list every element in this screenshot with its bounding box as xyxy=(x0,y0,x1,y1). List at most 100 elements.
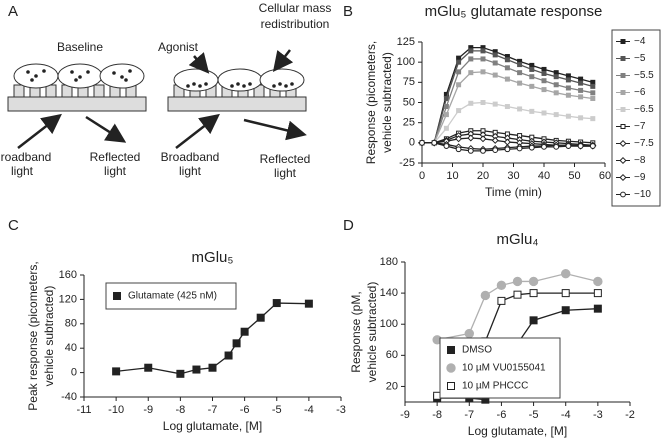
panel-label: C xyxy=(8,217,19,234)
chart-title: mGlu₅ xyxy=(192,249,234,266)
legend-box xyxy=(611,29,661,207)
diagram-label: light xyxy=(104,164,127,178)
x-tick-label: 50 xyxy=(568,170,580,182)
y-tick-label: 20 xyxy=(386,380,398,392)
marker xyxy=(112,367,121,376)
marker xyxy=(468,70,474,76)
legend-marker xyxy=(619,139,627,148)
y-tick-label: 180 xyxy=(380,256,398,268)
x-tick-label: 30 xyxy=(507,170,519,182)
x-tick-label: -2 xyxy=(625,409,635,421)
diagram-label: Reflected xyxy=(90,150,141,164)
legend-marker xyxy=(620,90,626,95)
marker xyxy=(512,276,523,287)
diagram-dots xyxy=(26,69,294,88)
marker xyxy=(541,70,547,76)
marker xyxy=(256,313,265,322)
y-tick-label: -25 xyxy=(399,157,415,169)
chart-title: mGlu₄ xyxy=(497,231,539,248)
marker xyxy=(492,147,499,153)
legend-marker xyxy=(619,173,627,182)
marker xyxy=(492,72,498,78)
legend-label: −8 xyxy=(634,155,646,166)
marker xyxy=(529,316,538,325)
diagram-label: Broadband xyxy=(161,150,220,164)
marker xyxy=(464,328,474,339)
marker xyxy=(496,280,507,291)
marker xyxy=(553,143,560,150)
y-axis-label: Peak response (picometers, xyxy=(26,261,40,410)
marker xyxy=(578,87,584,93)
marker xyxy=(528,276,539,287)
y-tick-label: 60 xyxy=(386,349,398,361)
marker xyxy=(528,144,535,151)
legend-marker xyxy=(447,382,455,390)
marker xyxy=(529,83,535,89)
marker xyxy=(492,52,498,58)
y-tick-label: 50 xyxy=(403,96,415,108)
legend-label: Glutamate (425 nM) xyxy=(128,291,217,302)
marker xyxy=(593,276,603,287)
marker xyxy=(504,104,510,110)
marker xyxy=(224,351,233,360)
marker xyxy=(553,74,559,80)
x-tick-label: -6 xyxy=(497,409,507,421)
legend-label: −4 xyxy=(634,36,646,47)
legend-label: −10 xyxy=(634,189,651,200)
marker xyxy=(479,135,487,143)
marker xyxy=(561,268,571,279)
marker xyxy=(456,59,462,65)
marker xyxy=(553,90,559,96)
x-axis-label: Time (min) xyxy=(485,185,542,199)
x-tick-label: -9 xyxy=(400,409,410,421)
marker xyxy=(468,56,474,62)
marker xyxy=(443,112,449,118)
marker xyxy=(529,289,538,298)
legend-label: DMSO xyxy=(462,345,492,356)
marker xyxy=(455,135,463,143)
marker xyxy=(480,69,486,75)
legend-marker xyxy=(620,56,626,61)
marker xyxy=(578,115,584,121)
marker xyxy=(480,56,486,62)
marker xyxy=(517,80,523,86)
marker xyxy=(443,104,449,110)
y-tick-label: 100 xyxy=(380,318,398,330)
legend-label: −5.5 xyxy=(634,70,654,81)
marker xyxy=(541,110,547,116)
legend-marker xyxy=(620,73,626,78)
marker xyxy=(517,70,523,76)
marker xyxy=(517,62,523,68)
marker xyxy=(468,100,474,106)
marker xyxy=(480,100,486,105)
marker xyxy=(578,80,584,86)
marker xyxy=(456,82,462,88)
legend-label: 10 µM PHCCC xyxy=(462,381,528,392)
y-tick-label: 140 xyxy=(380,287,398,299)
y-tick-label: 125 xyxy=(397,36,415,48)
legend-label: 10 µM VU0155041 xyxy=(462,363,546,374)
marker xyxy=(467,134,475,142)
diagram-arrows xyxy=(17,49,307,149)
legend-marker xyxy=(620,39,626,44)
marker xyxy=(208,363,217,372)
x-tick-label: -9 xyxy=(143,404,153,416)
marker xyxy=(431,139,438,146)
marker xyxy=(541,87,547,93)
marker xyxy=(240,327,249,336)
marker xyxy=(590,116,596,122)
marker xyxy=(517,106,523,112)
panel-label: B xyxy=(343,3,353,20)
marker xyxy=(565,77,571,83)
marker xyxy=(593,304,602,313)
x-tick-label: 60 xyxy=(599,170,611,182)
diagram xyxy=(7,63,307,112)
legend-box xyxy=(105,282,237,310)
marker xyxy=(590,83,596,89)
marker xyxy=(480,148,486,154)
marker xyxy=(553,112,559,118)
y-tick-label: 40 xyxy=(65,342,77,354)
marker xyxy=(419,139,425,146)
diagram-label: light xyxy=(11,164,34,178)
